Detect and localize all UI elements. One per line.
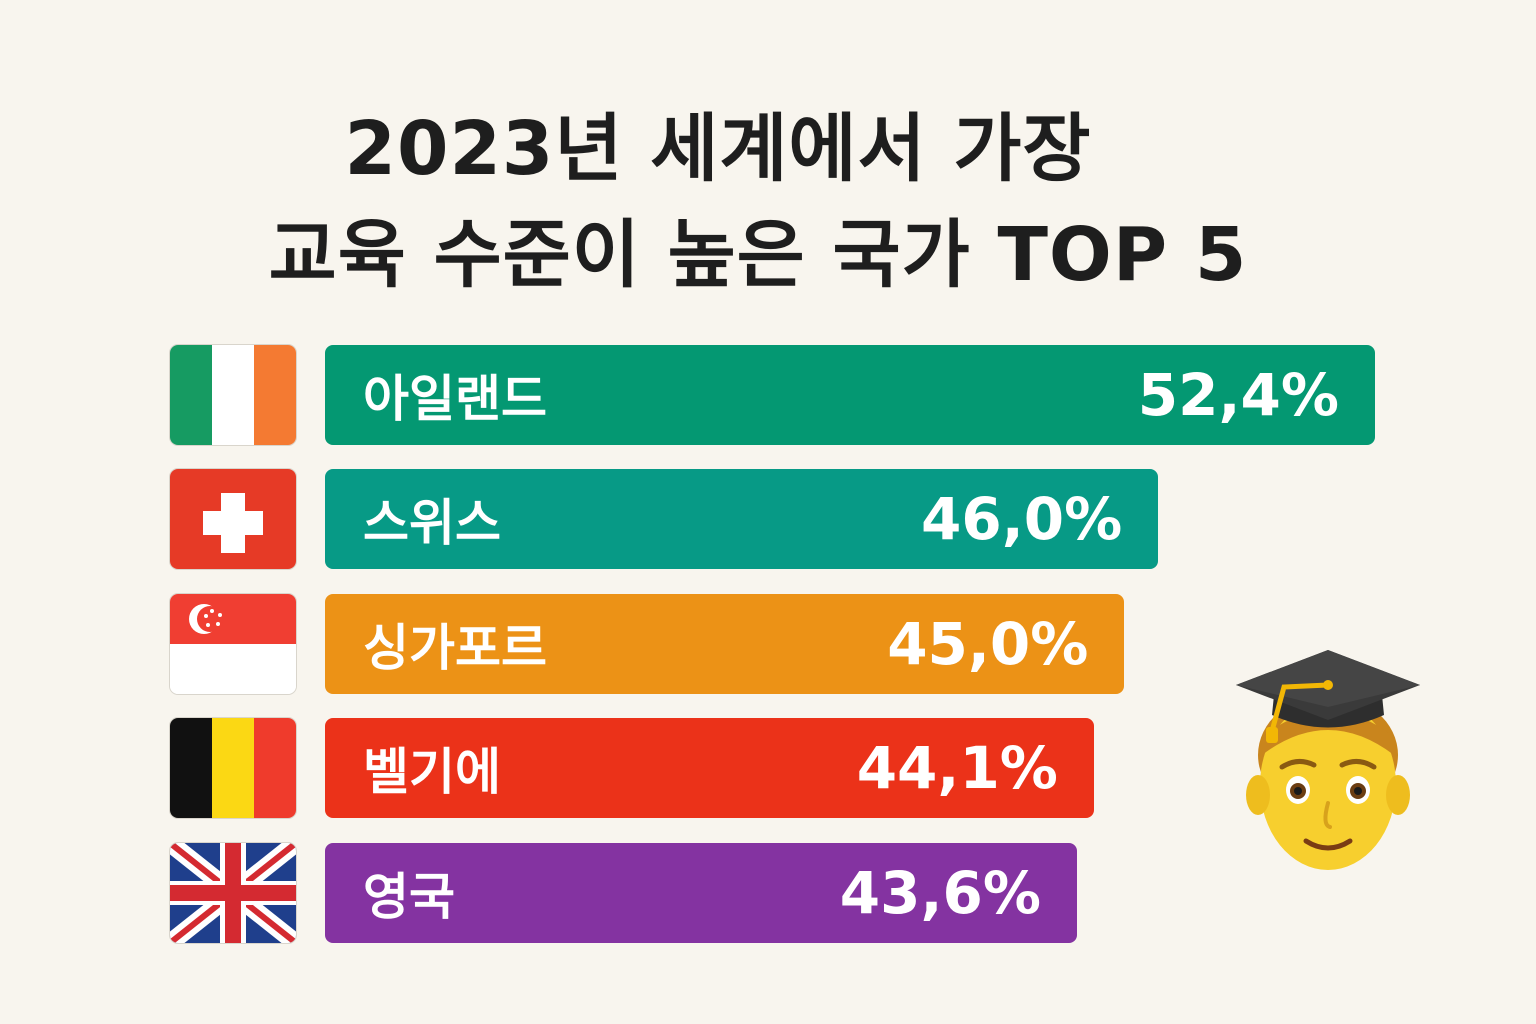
graduate-student-icon — [1232, 645, 1424, 885]
bar-uk: 영국 43,6% — [325, 843, 1077, 943]
bar-value-label: 52,4% — [1137, 361, 1339, 429]
bar-singapore: 싱가포르 45,0% — [325, 594, 1125, 694]
bar-belgium: 벨기에 44,1% — [325, 718, 1094, 818]
bar-label: 스위스 — [363, 494, 501, 552]
bar-label: 싱가포르 — [363, 619, 547, 677]
bar-value-label: 44,1% — [856, 734, 1058, 802]
bar-value-label: 45,0% — [887, 610, 1089, 678]
bar-label: 아일랜드 — [363, 370, 547, 428]
bar-label: 영국 — [363, 868, 455, 926]
bar-ireland: 아일랜드 52,4% — [325, 345, 1375, 445]
ireland-flag-icon — [170, 345, 296, 445]
singapore-flag-icon — [170, 594, 296, 694]
switzerland-flag-icon — [170, 469, 296, 569]
belgium-flag-icon — [170, 718, 296, 818]
chart-title-line-1: 2023년 세계에서 가장 — [344, 106, 1092, 192]
bar-label: 벨기에 — [363, 743, 501, 801]
chart-title-line-2: 교육 수준이 높은 국가 TOP 5 — [268, 212, 1248, 298]
bar-value-label: 43,6% — [839, 859, 1041, 927]
bar-value-label: 46,0% — [921, 485, 1123, 553]
uk-flag-icon — [170, 843, 296, 943]
bar-switzerland: 스위스 46,0% — [325, 469, 1159, 569]
